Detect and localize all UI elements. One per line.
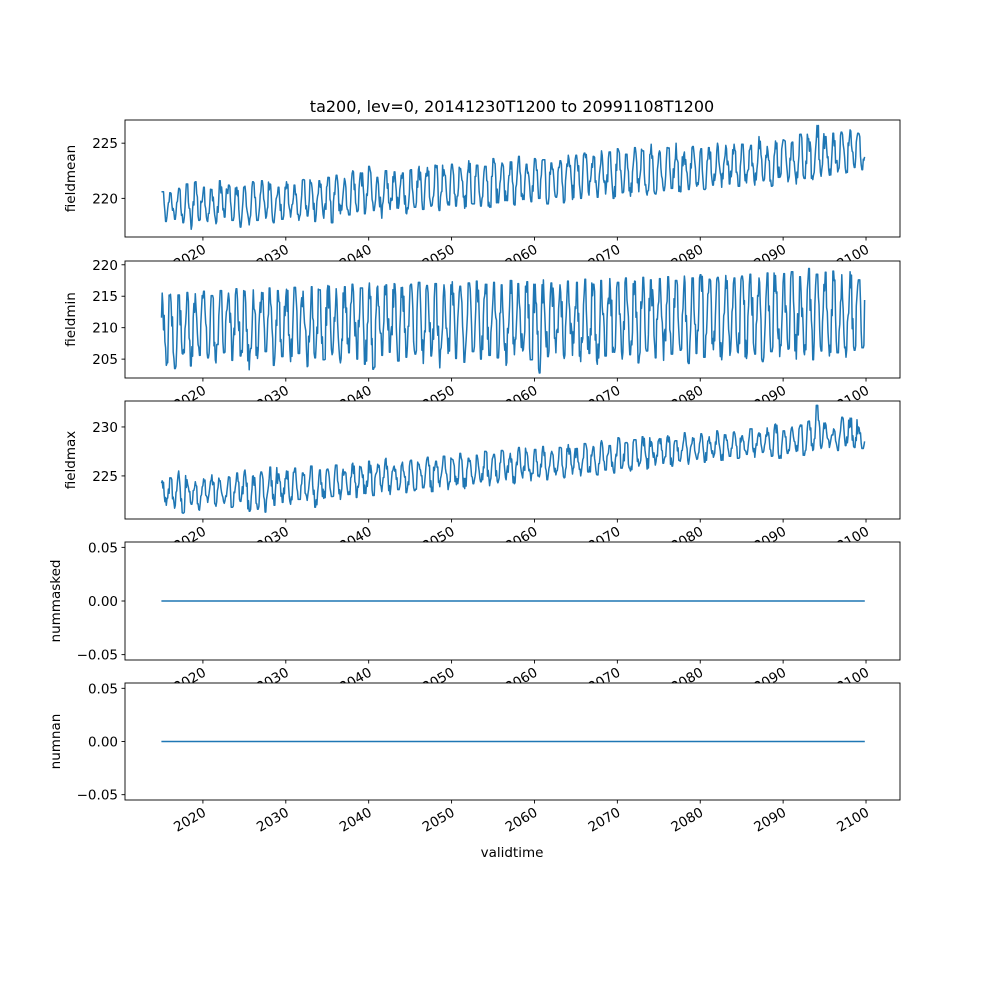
y-tick-label: 0.00 [88,594,118,610]
y-tick-label: 225 [92,136,118,152]
y-tick-label: 210 [92,321,118,337]
y-tick-label: 220 [92,258,118,274]
chart-title: ta200, lev=0, 20141230T1200 to 20991108T… [310,97,714,116]
y-tick-label: 0.05 [88,681,118,697]
y-axis-label: fieldmean [63,145,79,212]
y-tick-label: 220 [92,191,118,207]
y-axis-label: fieldmin [63,292,79,347]
y-tick-label: 230 [92,420,118,436]
y-tick-label: −0.05 [77,788,118,804]
y-tick-label: 0.00 [88,735,118,751]
y-tick-label: 205 [92,352,118,368]
series-line-fieldmax [160,404,866,514]
axes-frame [124,260,901,379]
y-tick-label: −0.05 [77,648,118,664]
series-line-fieldmean [161,124,866,231]
series-line-fieldmin [160,267,866,374]
y-tick-label: 0.05 [88,540,118,556]
y-tick-label: 225 [92,469,118,485]
axes-frame [124,119,901,238]
x-axis-label: validtime [481,845,544,861]
y-axis-label: numnan [48,714,64,770]
axes-frame [124,400,901,520]
y-tick-label: 215 [92,289,118,305]
y-axis-label: fieldmax [63,431,79,490]
y-axis-label: nummasked [48,560,64,643]
